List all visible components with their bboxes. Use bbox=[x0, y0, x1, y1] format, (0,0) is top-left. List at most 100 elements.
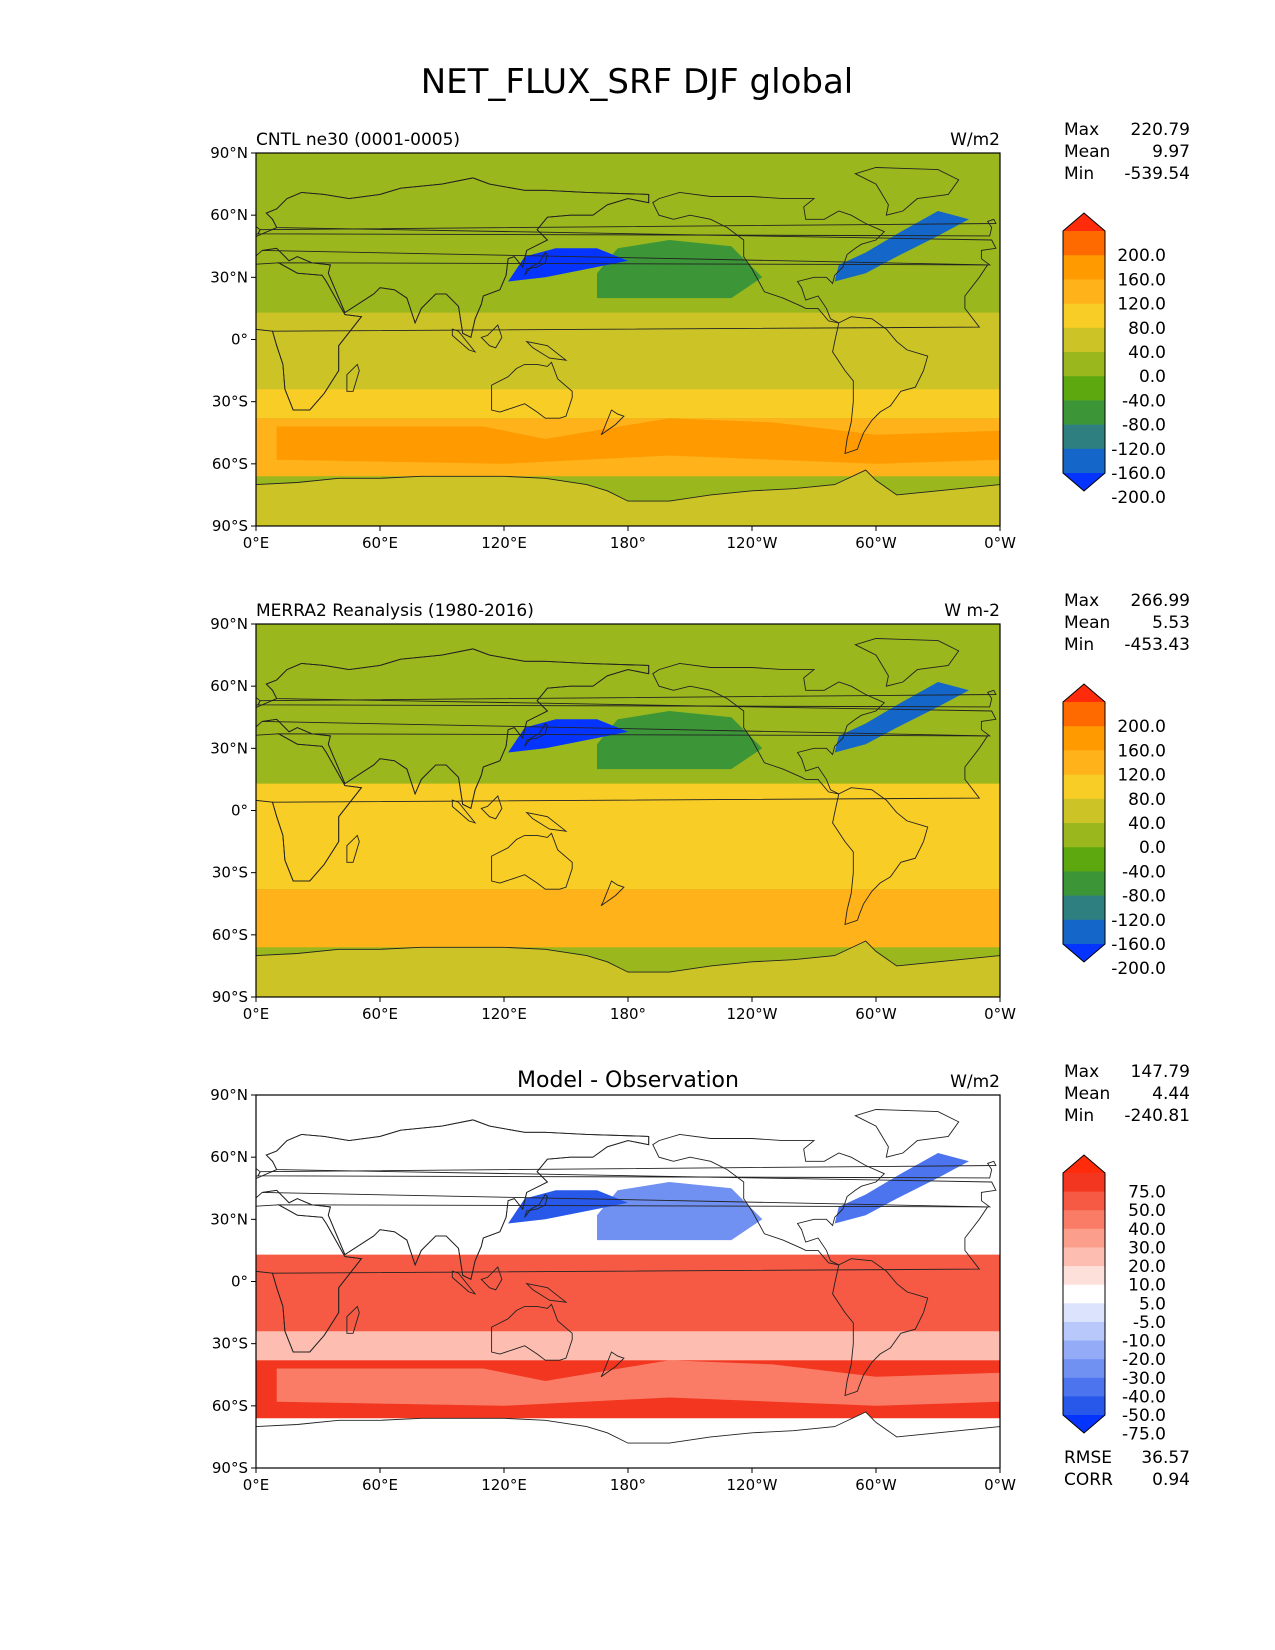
coastline-madagascar bbox=[346, 834, 360, 863]
coastline-australia bbox=[491, 832, 573, 890]
colorbar-segment bbox=[1063, 279, 1105, 305]
map-panel-3: 90°N 60°N 30°N 0° 30°S 60°S 90°S0°E 60°E 120°E 18… bbox=[210, 1062, 1190, 1494]
colorbar-segment bbox=[1063, 774, 1105, 800]
colorbar-tick-label: 120.0 bbox=[1117, 295, 1166, 315]
coastline-antarctica bbox=[256, 469, 1000, 526]
field-region-npac bbox=[597, 711, 763, 770]
colorbar-segment bbox=[1063, 847, 1105, 872]
coastline-samerica bbox=[832, 787, 929, 926]
lon-tick-label: 60°E bbox=[362, 1476, 398, 1494]
lat-tick-label: 0° bbox=[231, 331, 248, 349]
stat-value-max: 266.99 bbox=[1131, 591, 1190, 611]
coastline-greenland bbox=[854, 638, 960, 687]
panel-units: W/m2 bbox=[950, 130, 1000, 150]
lon-tick-label: 120°E bbox=[481, 1005, 527, 1023]
stat-value-max: 147.79 bbox=[1131, 1062, 1190, 1082]
coastline-borneo bbox=[480, 795, 503, 820]
coastline-uk-wrap bbox=[256, 1168, 261, 1177]
colorbar-segment bbox=[1063, 424, 1105, 450]
coastline-japan bbox=[524, 1193, 548, 1218]
field-region-kuroshio bbox=[508, 1190, 628, 1224]
field-region-npac bbox=[597, 1182, 763, 1241]
lon-tick-label: 120°E bbox=[481, 1476, 527, 1494]
coastline-uk-wrap bbox=[256, 226, 261, 235]
colorbar-tick-label: -200.0 bbox=[1111, 488, 1166, 508]
colorbar-segment bbox=[1063, 1228, 1105, 1249]
lon-tick-label: 0°E bbox=[243, 1005, 270, 1023]
colorbar-extend-min bbox=[1063, 473, 1105, 491]
coastlines bbox=[256, 1109, 1000, 1468]
lon-tick-label: 180° bbox=[610, 534, 646, 552]
lat-tick-label: 60°N bbox=[210, 1148, 248, 1166]
coastline-greenland bbox=[854, 1109, 960, 1158]
stat-label-mean: Mean bbox=[1064, 613, 1110, 633]
field-region-gulfstream bbox=[834, 682, 969, 753]
lon-tick-label: 60°E bbox=[362, 1005, 398, 1023]
lat-tick-label: 60°S bbox=[212, 926, 248, 944]
field-region-gulfstream bbox=[834, 211, 969, 282]
lat-tick-label: 30°N bbox=[210, 268, 248, 286]
field-region-storm bbox=[276, 1360, 1000, 1406]
lat-tick-label: 60°S bbox=[212, 1397, 248, 1415]
colorbar-tick-label: 160.0 bbox=[1117, 270, 1166, 290]
lon-tick-label: 0°W bbox=[984, 534, 1016, 552]
coastline-borneo bbox=[480, 324, 503, 349]
colorbar-segment bbox=[1063, 1359, 1105, 1379]
colorbar-tick-label: -160.0 bbox=[1111, 464, 1166, 484]
stat-label-max: Max bbox=[1064, 120, 1099, 140]
stat-value-max: 220.79 bbox=[1131, 120, 1190, 140]
lat-tick-label: 90°N bbox=[210, 615, 248, 633]
field-region-kuroshio bbox=[508, 248, 628, 282]
field-region-gulfstream bbox=[834, 1153, 969, 1224]
colorbar-segment bbox=[1063, 871, 1105, 897]
colorbar-extend-max bbox=[1063, 213, 1105, 231]
coastline-australia bbox=[491, 361, 573, 419]
colorbar-tick-label: 200.0 bbox=[1117, 246, 1166, 266]
colorbar-extend-min bbox=[1063, 1415, 1105, 1433]
colorbar-segment bbox=[1063, 255, 1105, 280]
stat-label-mean: Mean bbox=[1064, 142, 1110, 162]
colorbar-segment bbox=[1063, 919, 1105, 945]
lon-tick-label: 120°E bbox=[481, 534, 527, 552]
map-panel-1: 90°N 60°N 30°N 0° 30°S 60°S 90°S0°E 60°E 120°E 18… bbox=[210, 120, 1190, 552]
colorbar-tick-label: -200.0 bbox=[1111, 959, 1166, 979]
colorbar-tick-label: 80.0 bbox=[1128, 790, 1166, 810]
stat-label-max: Max bbox=[1064, 591, 1099, 611]
stat-value-min: -539.54 bbox=[1124, 164, 1190, 184]
colorbar-outline bbox=[1062, 683, 1106, 963]
colorbar-segment bbox=[1063, 327, 1105, 353]
field-region-tropics bbox=[256, 1254, 1000, 1332]
lat-tick-label: 30°S bbox=[212, 864, 248, 882]
coastline-nz bbox=[600, 880, 625, 907]
coastline-africa-wrap bbox=[256, 262, 363, 411]
colorbar-extend-max bbox=[1063, 1155, 1105, 1173]
lat-tick-label: 90°N bbox=[210, 144, 248, 162]
coastline-greenland bbox=[854, 167, 960, 216]
map-panel-2: 90°N 60°N 30°N 0° 30°S 60°S 90°S0°E 60°E 120°E 18… bbox=[210, 591, 1190, 1023]
coastline-uk-wrap bbox=[256, 697, 261, 706]
stat-value-min: -240.81 bbox=[1124, 1106, 1190, 1126]
colorbar-tick-label: -10.0 bbox=[1122, 1332, 1166, 1352]
lat-tick-label: 60°S bbox=[212, 455, 248, 473]
coastline-borneo bbox=[480, 1266, 503, 1291]
colorbar-tick-label: -75.0 bbox=[1122, 1425, 1166, 1445]
coastline-madagascar bbox=[346, 1305, 360, 1334]
coastline-ngwinea bbox=[525, 811, 568, 832]
stat-label-min: Min bbox=[1064, 635, 1094, 655]
stat-value-min: -453.43 bbox=[1124, 635, 1190, 655]
coastline-madagascar bbox=[346, 363, 360, 392]
colorbar-tick-label: 20.0 bbox=[1128, 1257, 1166, 1277]
stat-label-mean: Mean bbox=[1064, 1084, 1110, 1104]
coastline-japan bbox=[524, 251, 548, 276]
coastline-eurasia-wrap bbox=[256, 177, 650, 339]
field-shading bbox=[256, 153, 1000, 526]
colorbar-tick-label: 40.0 bbox=[1128, 343, 1166, 363]
colorbar: 75.050.040.030.020.010.05.0-5.0-10.0-20.… bbox=[1062, 1154, 1166, 1445]
coastline-sumatra bbox=[451, 1270, 477, 1295]
coastline-samerica bbox=[832, 316, 929, 455]
colorbar-tick-label: 0.0 bbox=[1139, 367, 1166, 387]
lon-tick-label: 0°W bbox=[984, 1476, 1016, 1494]
colorbar-extend-max bbox=[1063, 684, 1105, 702]
coastline-eurasia-wrap bbox=[256, 648, 650, 810]
